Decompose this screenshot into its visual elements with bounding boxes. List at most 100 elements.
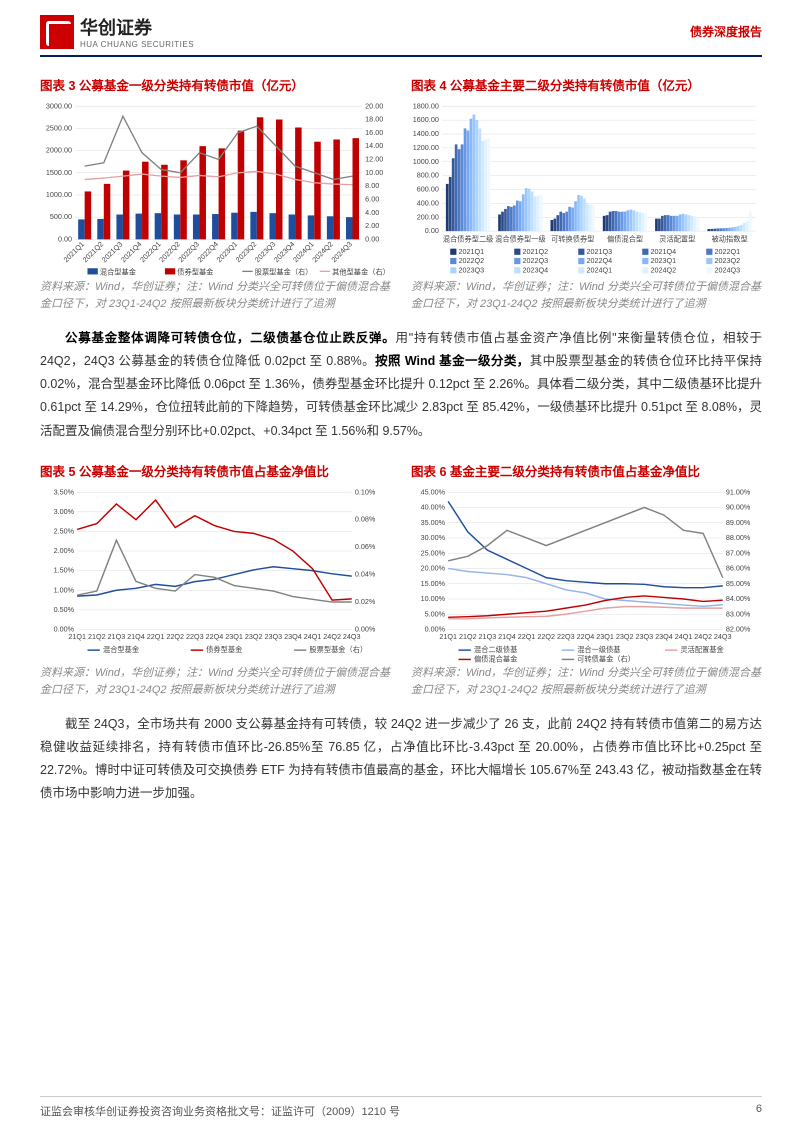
- svg-text:0.08%: 0.08%: [355, 514, 376, 523]
- svg-text:21Q4: 21Q4: [498, 632, 516, 641]
- page-footer: 证监会审核华创证券投资咨询业务资格批文号：证监许可（2009）1210 号 6: [40, 1096, 762, 1119]
- svg-text:10.00%: 10.00%: [421, 594, 446, 603]
- svg-text:21Q2: 21Q2: [88, 632, 106, 641]
- chart3-area: 0.00500.001000.001500.002000.002500.0030…: [40, 100, 391, 275]
- footer-page-number: 6: [756, 1103, 762, 1119]
- chart4-box: 图表 4 公募基金主要二级分类持有转债市值（亿元） 0.00 200.00 400.…: [411, 75, 762, 313]
- paragraph-1: 公募基金整体调降可转债仓位，二级债基仓位止跌反弹。用"持有转债市值占基金资产净值…: [40, 327, 762, 443]
- svg-text:2023Q2: 2023Q2: [714, 256, 740, 265]
- logo-text-en: HUA CHUANG SECURITIES: [80, 40, 194, 49]
- svg-text:200.00: 200.00: [417, 212, 439, 221]
- svg-text:45.00%: 45.00%: [421, 487, 446, 496]
- svg-text:1500.00: 1500.00: [46, 168, 72, 177]
- svg-text:0.00: 0.00: [58, 234, 72, 243]
- svg-text:2023Q1: 2023Q1: [650, 256, 676, 265]
- svg-text:2.00: 2.00: [365, 221, 379, 230]
- svg-text:22Q4: 22Q4: [206, 632, 224, 641]
- chart6-area: 0.00%5.00%10.00%15.00%20.00%25.00%30.00%…: [411, 486, 762, 661]
- svg-text:23Q4: 23Q4: [655, 632, 673, 641]
- svg-text:23Q1: 23Q1: [225, 632, 243, 641]
- svg-text:22Q2: 22Q2: [537, 632, 555, 641]
- svg-text:0.50%: 0.50%: [54, 605, 75, 614]
- svg-text:混合型基金: 混合型基金: [103, 645, 139, 654]
- svg-text:1.50%: 1.50%: [54, 565, 75, 574]
- svg-text:600.00: 600.00: [417, 185, 439, 194]
- svg-text:2022Q1: 2022Q1: [714, 247, 740, 256]
- p1-bold2: 按照 Wind 基金一级分类，: [375, 354, 530, 368]
- svg-text:21Q3: 21Q3: [108, 632, 126, 641]
- svg-text:1000.00: 1000.00: [413, 157, 439, 166]
- svg-text:400.00: 400.00: [417, 198, 439, 207]
- report-category: 债券深度报告: [690, 23, 762, 40]
- svg-text:2021Q2: 2021Q2: [522, 247, 548, 256]
- svg-text:混合债券型一级: 混合债券型一级: [495, 234, 546, 243]
- svg-text:5.00%: 5.00%: [425, 609, 446, 618]
- svg-text:2021Q3: 2021Q3: [586, 247, 612, 256]
- svg-text:偏债混合基金: 偏债混合基金: [474, 654, 517, 663]
- svg-text:债券型基金: 债券型基金: [206, 645, 242, 654]
- p1-bold1: 公募基金整体调降可转债仓位，二级债基仓位止跌反弹。: [65, 331, 395, 345]
- svg-text:混合债券型二级: 混合债券型二级: [443, 234, 494, 243]
- svg-text:22Q2: 22Q2: [166, 632, 184, 641]
- chart3-title: 图表 3 公募基金一级分类持有转债市值（亿元）: [40, 75, 391, 94]
- svg-text:18.00: 18.00: [365, 115, 383, 124]
- svg-text:23Q2: 23Q2: [245, 632, 263, 641]
- chart4-note: 资料来源：Wind，华创证券；注：Wind 分类兴全可转债位于偏债混合基金口径下…: [411, 279, 762, 313]
- svg-text:混合型基金: 混合型基金: [100, 267, 136, 276]
- svg-text:30.00%: 30.00%: [421, 533, 446, 542]
- svg-text:12.00: 12.00: [365, 155, 383, 164]
- svg-text:22Q3: 22Q3: [557, 632, 575, 641]
- svg-text:20.00: 20.00: [365, 101, 383, 110]
- svg-text:4.00: 4.00: [365, 208, 379, 217]
- svg-text:2022Q4: 2022Q4: [586, 256, 612, 265]
- chart-row-1: 图表 3 公募基金一级分类持有转债市值（亿元） 0.00500.001000.0…: [40, 75, 762, 313]
- svg-text:24Q2: 24Q2: [694, 632, 712, 641]
- svg-text:0.00: 0.00: [365, 234, 379, 243]
- svg-text:90.00%: 90.00%: [726, 502, 751, 511]
- svg-text:2000.00: 2000.00: [46, 146, 72, 155]
- svg-text:0.06%: 0.06%: [355, 542, 376, 551]
- svg-text:2023Q3: 2023Q3: [458, 265, 484, 274]
- svg-text:16.00: 16.00: [365, 128, 383, 137]
- chart4-area: 0.00200.00400.00600.00800.001000.001200.…: [411, 100, 762, 275]
- svg-text:被动指数型: 被动指数型: [712, 234, 748, 243]
- svg-text:2500.00: 2500.00: [46, 123, 72, 132]
- footer-left: 证监会审核华创证券投资咨询业务资格批文号：证监许可（2009）1210 号: [40, 1103, 400, 1119]
- svg-text:23Q3: 23Q3: [264, 632, 282, 641]
- logo-icon: [40, 15, 74, 49]
- svg-text:1400.00: 1400.00: [413, 129, 439, 138]
- svg-text:0.02%: 0.02%: [355, 597, 376, 606]
- svg-text:21Q2: 21Q2: [459, 632, 477, 641]
- svg-text:2.00%: 2.00%: [54, 546, 75, 555]
- svg-text:24Q1: 24Q1: [675, 632, 693, 641]
- svg-text:灵活配置基金: 灵活配置基金: [680, 645, 723, 654]
- paragraph-2: 截至 24Q3，全市场共有 2000 支公募基金持有可转债，较 24Q2 进一步…: [40, 713, 762, 806]
- svg-text:8.00: 8.00: [365, 181, 379, 190]
- svg-text:2023Q4: 2023Q4: [522, 265, 548, 274]
- svg-text:2.50%: 2.50%: [54, 526, 75, 535]
- svg-text:24Q3: 24Q3: [343, 632, 361, 641]
- svg-text:91.00%: 91.00%: [726, 487, 751, 496]
- svg-text:800.00: 800.00: [417, 171, 439, 180]
- svg-text:15.00%: 15.00%: [421, 579, 446, 588]
- svg-text:83.00%: 83.00%: [726, 609, 751, 618]
- svg-text:混合一级债基: 混合一级债基: [577, 645, 620, 654]
- svg-text:24Q1: 24Q1: [304, 632, 322, 641]
- logo-text-cn: 华创证券: [80, 14, 194, 40]
- svg-text:2021Q4: 2021Q4: [650, 247, 676, 256]
- chart-row-2: 图表 5 公募基金一级分类持有转债市值占基金净值比 0.00%0.50%1.00…: [40, 461, 762, 699]
- chart3-note: 资料来源：Wind，华创证券；注：Wind 分类兴全可转债位于偏债混合基金口径下…: [40, 279, 391, 313]
- svg-text:股票型基金（右）: 股票型基金（右）: [255, 267, 313, 276]
- svg-text:35.00%: 35.00%: [421, 517, 446, 526]
- svg-text:1.00%: 1.00%: [54, 585, 75, 594]
- chart4-title: 图表 4 公募基金主要二级分类持有转债市值（亿元）: [411, 75, 762, 94]
- svg-text:0.00: 0.00: [425, 226, 439, 235]
- svg-text:40.00%: 40.00%: [421, 502, 446, 511]
- svg-text:22Q1: 22Q1: [147, 632, 165, 641]
- svg-text:3.50%: 3.50%: [54, 487, 75, 496]
- svg-text:6.00: 6.00: [365, 194, 379, 203]
- svg-text:0.04%: 0.04%: [355, 569, 376, 578]
- chart5-note: 资料来源：Wind，华创证券；注：Wind 分类兴全可转债位于偏债混合基金口径下…: [40, 665, 391, 699]
- svg-text:23Q1: 23Q1: [596, 632, 614, 641]
- svg-text:84.00%: 84.00%: [726, 594, 751, 603]
